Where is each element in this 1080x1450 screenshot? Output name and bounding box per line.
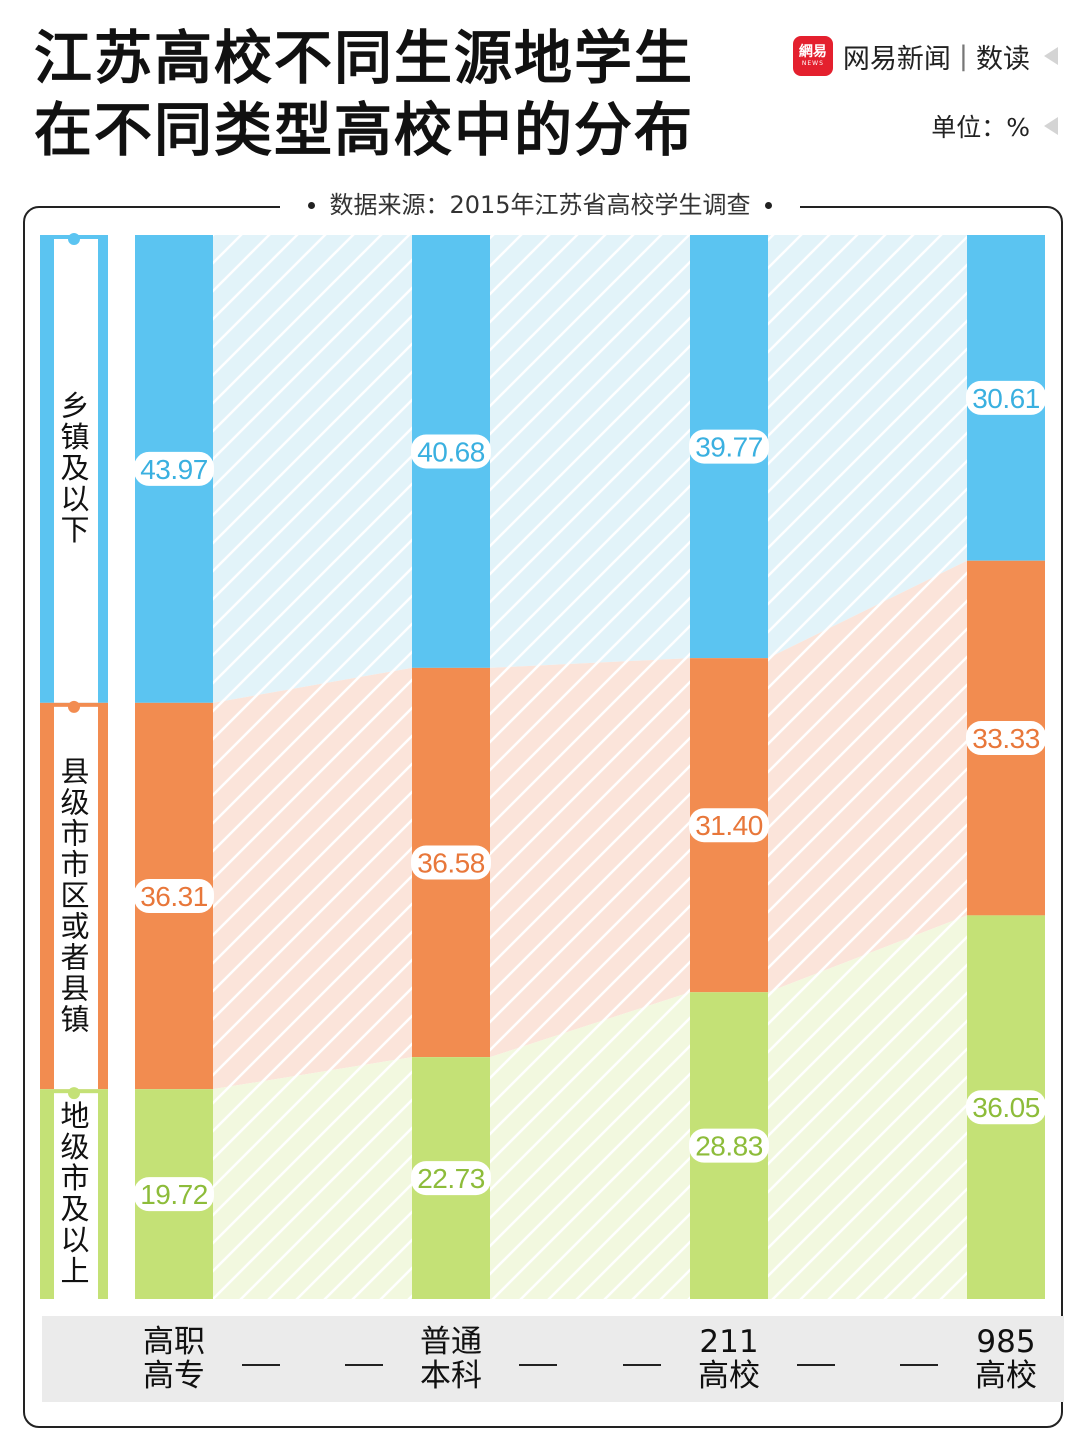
legend-text-panel: [54, 239, 98, 703]
value-label-pill: [134, 1177, 214, 1212]
data-source-text: 数据来源：2015年江苏省高校学生调查: [329, 191, 751, 219]
brand-logo-block: 網易 NEWS 网易新闻 | 数读: [792, 36, 1058, 76]
value-label: 31.40: [695, 810, 763, 841]
value-label: 33.33: [972, 723, 1040, 754]
value-label-pill: [411, 1161, 491, 1196]
x-tick-label: 211 高校: [623, 1316, 835, 1402]
x-axis: 高职 高专 普通 本科 211 高校 985 高校: [42, 1316, 1064, 1402]
legend-text-panel: [54, 1093, 98, 1299]
x-tick-label: 985 高校: [900, 1316, 1080, 1402]
value-label: 43.97: [140, 454, 208, 485]
value-label-pill: [689, 808, 769, 843]
value-label-pill: [689, 429, 769, 464]
legend-label: 县级市市区或者县镇: [60, 754, 89, 1036]
hatch-pattern: [213, 235, 412, 1299]
bullet-dot-icon: [764, 201, 772, 209]
value-label: 22.73: [417, 1163, 485, 1194]
legend-text-panel: [54, 706, 98, 1090]
brand-name: 网易新闻: [842, 43, 951, 75]
netease-logo-icon: 網易 NEWS: [792, 36, 833, 76]
value-label-pill: [966, 380, 1046, 415]
unit-label-block: 单位：%: [931, 108, 1058, 144]
value-label-pill: [134, 451, 214, 486]
value-label-pill: [134, 879, 214, 914]
brand-column-name: 数读: [976, 43, 1030, 75]
value-label-pill: [411, 434, 491, 469]
value-labels: 43.97 36.31 19.72 40.68 36.58 22.73 39.77 31.40…: [134, 380, 1046, 1212]
value-label: 36.58: [417, 848, 485, 879]
value-label: 19.72: [140, 1179, 208, 1210]
value-label-pill: [689, 1128, 769, 1163]
hatch-pattern: [490, 235, 690, 1299]
value-label: 30.61: [972, 383, 1040, 414]
hatch-pattern: [768, 235, 967, 1299]
triangle-marker-icon: [1044, 117, 1058, 135]
source-wrap: 数据来源：2015年江苏省高校学生调查: [0, 190, 1080, 220]
value-label: 28.83: [695, 1131, 763, 1162]
title-line-1: 江苏高校不同生源地学生: [34, 24, 695, 92]
x-tick-label: 高职 高专: [74, 1316, 280, 1402]
data-source: 数据来源：2015年江苏省高校学生调查: [280, 190, 800, 220]
bullet-dot-icon: [308, 201, 316, 209]
value-label-pill: [966, 1090, 1046, 1125]
title-line-2: 在不同类型高校中的分布: [34, 96, 695, 164]
triangle-marker-icon: [1044, 47, 1058, 65]
value-label-pill: [411, 845, 491, 880]
legend-dot-icon: [68, 1087, 80, 1100]
value-label: 40.68: [417, 436, 485, 467]
chart-title: 江苏高校不同生源地学生 在不同类型高校中的分布: [34, 22, 694, 166]
value-label: 36.05: [972, 1092, 1040, 1123]
value-label: 36.31: [140, 881, 208, 912]
hatch-overlay: [213, 235, 967, 1299]
x-tick-label: 普通 本科: [345, 1316, 557, 1402]
value-label: 39.77: [695, 432, 763, 463]
legend-label: 乡镇及以下: [60, 389, 89, 547]
unit-label: 单位：%: [931, 113, 1030, 142]
legend-label: 地级市及以上: [60, 1099, 89, 1288]
legend-dot-icon: [68, 700, 80, 713]
brand-separator: |: [958, 40, 968, 72]
value-label-pill: [966, 721, 1046, 756]
legend-dot-icon: [68, 233, 80, 245]
